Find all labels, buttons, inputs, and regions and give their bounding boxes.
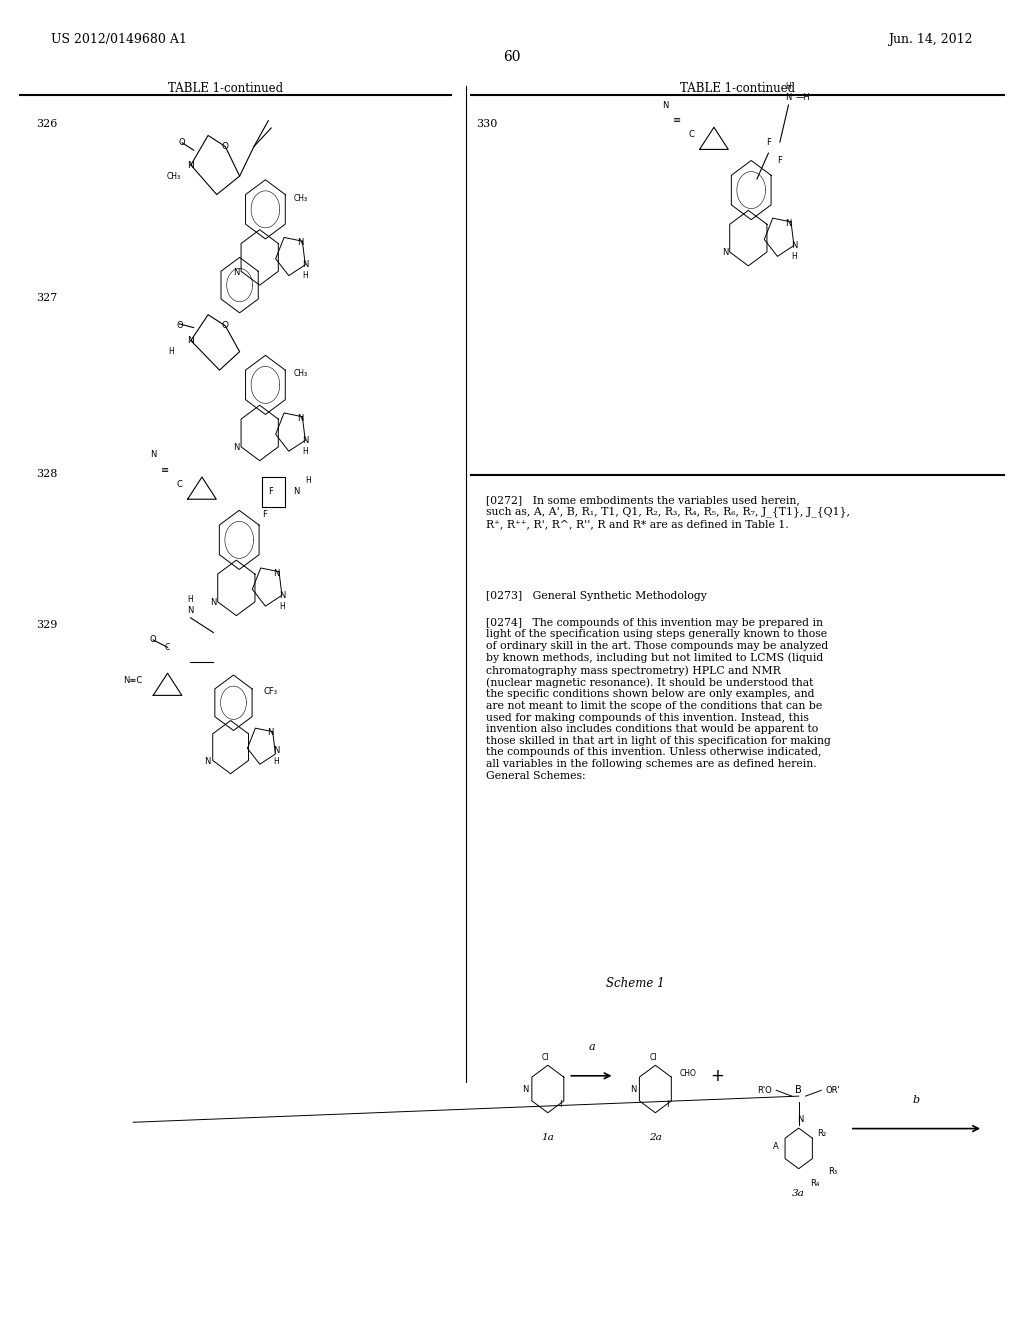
Text: N: N	[797, 1115, 803, 1123]
Text: C: C	[688, 131, 694, 139]
Text: N: N	[297, 413, 303, 422]
Text: 330: 330	[476, 119, 498, 129]
Text: TABLE 1-continued: TABLE 1-continued	[680, 82, 795, 95]
Text: R₄: R₄	[810, 1179, 819, 1188]
Text: N: N	[233, 444, 240, 453]
Text: H: H	[305, 477, 311, 486]
Text: Cl: Cl	[542, 1053, 549, 1061]
Text: US 2012/0149680 A1: US 2012/0149680 A1	[51, 33, 187, 46]
Text: C: C	[176, 480, 182, 488]
Text: N: N	[279, 591, 286, 599]
Text: F: F	[766, 137, 771, 147]
Text: 327: 327	[36, 293, 57, 304]
Text: ≡: ≡	[673, 115, 681, 125]
Text: A: A	[773, 1142, 779, 1151]
Text: 326: 326	[36, 119, 57, 129]
Text: R₂: R₂	[817, 1130, 825, 1138]
Text: N: N	[273, 746, 280, 755]
Text: N: N	[273, 569, 280, 578]
Text: I: I	[667, 1101, 669, 1109]
Text: N: N	[785, 219, 792, 228]
Text: Scheme 1: Scheme 1	[605, 977, 665, 990]
Text: CH₃: CH₃	[294, 194, 308, 203]
Text: CF₃: CF₃	[264, 688, 278, 696]
Text: [0272]   In some embodiments the variables used herein,
such as, A, A', B, R₁, T: [0272] In some embodiments the variables…	[486, 495, 850, 529]
Text: N: N	[187, 161, 195, 169]
Text: N≡C: N≡C	[124, 676, 142, 685]
Text: H: H	[187, 595, 194, 603]
Text: O: O	[176, 321, 182, 330]
Text: ≡: ≡	[161, 465, 169, 475]
Text: F: F	[777, 156, 782, 165]
Text: N: N	[302, 260, 309, 269]
Text: H: H	[303, 272, 308, 280]
Text: N: N	[187, 337, 195, 345]
Text: 2a: 2a	[649, 1134, 662, 1142]
Text: —H: —H	[796, 94, 810, 102]
Text: 329: 329	[36, 620, 57, 631]
Text: N: N	[210, 598, 217, 607]
Text: N: N	[150, 450, 157, 459]
Text: CH₃: CH₃	[294, 370, 308, 379]
Text: N: N	[205, 758, 211, 767]
Text: 60: 60	[503, 50, 521, 65]
Text: H: H	[168, 347, 174, 356]
Text: N: N	[293, 487, 300, 496]
Text: 3a: 3a	[793, 1189, 805, 1199]
Text: B: B	[796, 1085, 802, 1096]
Text: O: O	[179, 139, 185, 148]
Text: N: N	[233, 268, 240, 277]
Text: O: O	[222, 143, 228, 150]
Text: H: H	[280, 602, 285, 611]
Text: O: O	[150, 635, 157, 644]
Text: N: N	[785, 94, 792, 102]
Text: 1a: 1a	[542, 1134, 554, 1142]
Text: [0274]   The compounds of this invention may be prepared in
light of the specifi: [0274] The compounds of this invention m…	[486, 618, 831, 780]
Text: a: a	[589, 1041, 595, 1052]
Text: N: N	[522, 1085, 529, 1093]
Text: N: N	[662, 100, 669, 110]
Text: N: N	[630, 1085, 637, 1093]
Text: CHO: CHO	[680, 1069, 696, 1077]
Text: H: H	[792, 252, 797, 261]
Text: N: N	[791, 242, 798, 249]
Text: R'O: R'O	[758, 1086, 772, 1094]
Text: C: C	[165, 643, 170, 652]
Text: I: I	[559, 1101, 561, 1109]
Text: N: N	[297, 238, 303, 247]
Text: CH₃: CH₃	[167, 172, 180, 181]
Text: TABLE 1-continued: TABLE 1-continued	[168, 82, 283, 95]
Text: [0273]   General Synthetic Methodology: [0273] General Synthetic Methodology	[486, 591, 708, 602]
Text: H: H	[273, 758, 280, 767]
Text: Cl: Cl	[649, 1053, 656, 1061]
Text: 328: 328	[36, 469, 57, 479]
Text: OR': OR'	[825, 1086, 840, 1094]
Text: H: H	[303, 447, 308, 455]
Text: R₃: R₃	[828, 1167, 837, 1176]
Text: N: N	[302, 436, 309, 445]
Text: +: +	[710, 1067, 724, 1085]
Text: N: N	[187, 606, 194, 615]
Text: Jun. 14, 2012: Jun. 14, 2012	[888, 33, 973, 46]
Text: F: F	[268, 487, 273, 496]
Text: F: F	[262, 510, 267, 519]
Text: N: N	[267, 727, 274, 737]
Text: H: H	[785, 82, 792, 91]
Text: O: O	[222, 321, 228, 330]
Text: N: N	[722, 248, 729, 257]
Text: b: b	[913, 1094, 920, 1105]
